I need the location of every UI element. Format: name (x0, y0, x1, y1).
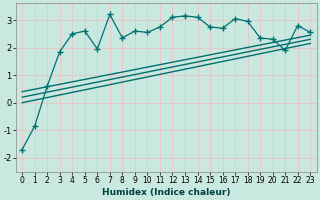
X-axis label: Humidex (Indice chaleur): Humidex (Indice chaleur) (102, 188, 230, 197)
